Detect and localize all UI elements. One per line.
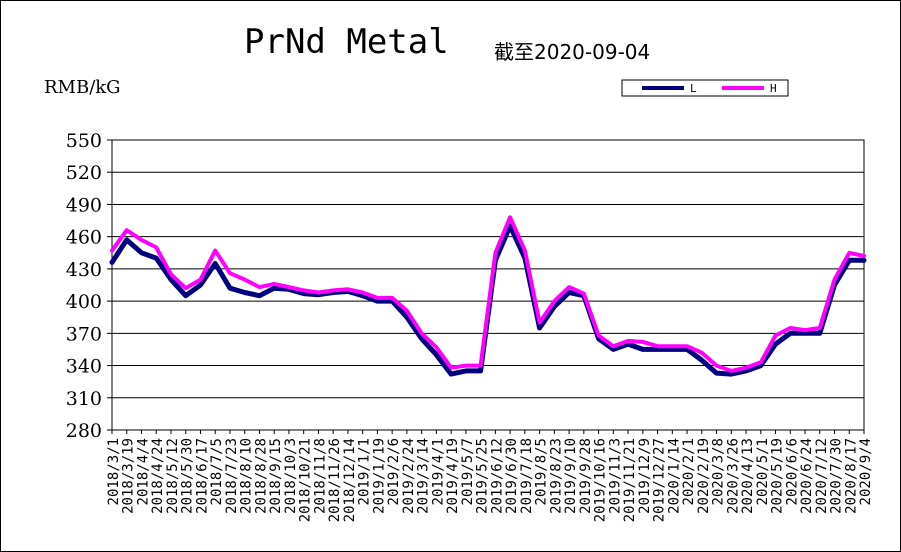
y-tick-label: 400 [66,291,102,313]
x-tick-label: 2019/4/19 [445,438,461,514]
x-tick-label: 2020/7/12 [814,438,830,514]
x-tick-label: 2018/11/26 [327,438,343,522]
series-line-H [110,215,866,373]
x-tick-label: 2018/12/14 [342,438,358,522]
plot-area [111,139,865,431]
x-tick-label: 2019/11/3 [607,438,623,514]
x-tick-label: 2018/3/1 [106,438,122,505]
x-tick-label: 2018/3/19 [121,438,137,514]
x-tick-label: 2019/5/25 [475,438,491,514]
x-tick-label: 2019/5/7 [460,438,476,505]
x-tick-label: 2018/8/10 [239,438,255,514]
y-tick-label: 340 [66,356,102,378]
x-tick-label: 2020/7/30 [829,438,845,514]
x-tick-label: 2019/2/6 [386,438,402,505]
x-tick-label: 2020/8/17 [843,438,859,514]
x-tick-label: 2020/4/13 [740,438,756,514]
x-tick-label: 2018/7/23 [224,438,240,514]
x-tick-label: 2018/5/12 [165,438,181,514]
x-tick-label: 2018/10/3 [283,438,299,514]
x-tick-label: 2020/3/8 [711,438,727,505]
legend-label-L: L [690,82,697,95]
x-tick-label: 2019/7/18 [519,438,535,514]
x-tick-label: 2020/5/19 [770,438,786,514]
x-tick-label: 2019/6/30 [504,438,520,514]
chart-title: PrNd Metal [244,22,449,62]
x-tick-label: 2019/3/14 [416,438,432,514]
x-tick-label: 2018/4/24 [150,438,166,514]
y-tick-label: 280 [66,420,102,442]
x-tick-label: 2019/12/9 [637,438,653,514]
x-tick-label: 2018/6/17 [194,438,210,514]
chart-subtitle: 截至2020-09-04 [494,40,651,64]
x-tick-label: 2020/6/24 [799,438,815,514]
x-tick-label: 2019/12/27 [652,438,668,522]
y-tick-label: 310 [66,388,102,410]
y-tick-label: 460 [66,227,102,249]
x-tick-label: 2020/3/26 [725,438,741,514]
x-tick-label: 2018/4/4 [135,438,151,505]
x-tick-label: 2020/1/14 [666,438,682,514]
x-tick-label: 2018/8/28 [253,438,269,514]
x-tick-label: 2019/6/12 [489,438,505,514]
y-axis-unit: RMB/kG [44,77,121,98]
legend-label-H: H [770,82,777,95]
x-tick-label: 2018/9/15 [268,438,284,514]
x-tick-label: 2019/1/19 [371,438,387,514]
y-tick-label: 490 [66,194,102,216]
x-tick-label: 2019/1/1 [357,438,373,505]
x-tick-label: 2018/7/5 [209,438,225,505]
x-tick-label: 2020/9/4 [858,438,874,505]
x-tick-label: 2020/5/1 [755,438,771,505]
x-tick-label: 2019/9/28 [578,438,594,514]
x-tick-label: 2018/11/8 [312,438,328,514]
y-tick-label: 370 [66,323,102,345]
x-tick-label: 2019/9/10 [563,438,579,514]
legend-box [621,79,789,97]
x-tick-label: 2019/2/24 [401,438,417,514]
x-tick-label: 2020/6/6 [784,438,800,505]
y-tick-label: 430 [66,259,102,281]
x-tick-label: 2019/8/5 [534,438,550,505]
x-tick-label: 2018/10/21 [298,438,314,522]
x-tick-label: 2019/11/21 [622,438,638,522]
x-tick-label: 2018/5/30 [180,438,196,514]
x-tick-label: 2020/2/1 [681,438,697,505]
x-tick-label: 2020/2/19 [696,438,712,514]
y-tick-label: 550 [66,130,102,152]
x-tick-label: 2019/4/1 [430,438,446,505]
x-tick-label: 2019/8/23 [548,438,564,514]
x-tick-label: 2019/10/16 [593,438,609,522]
y-tick-label: 520 [66,162,102,184]
